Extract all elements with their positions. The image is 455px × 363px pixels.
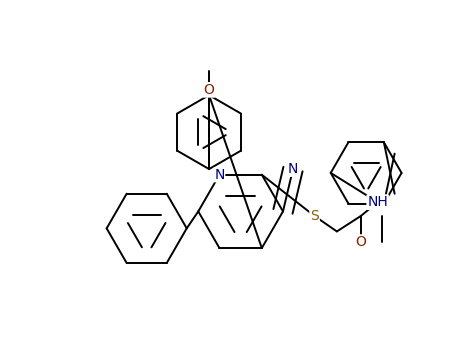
Text: NH: NH xyxy=(367,195,387,209)
Text: N: N xyxy=(214,168,224,182)
Text: O: O xyxy=(354,235,365,249)
Text: O: O xyxy=(203,83,214,97)
Text: S: S xyxy=(309,209,318,223)
Text: O: O xyxy=(354,235,365,249)
Text: N: N xyxy=(287,162,298,176)
Text: N: N xyxy=(287,162,298,176)
Text: NH: NH xyxy=(367,195,387,209)
Text: S: S xyxy=(309,209,318,223)
Text: O: O xyxy=(203,83,214,97)
